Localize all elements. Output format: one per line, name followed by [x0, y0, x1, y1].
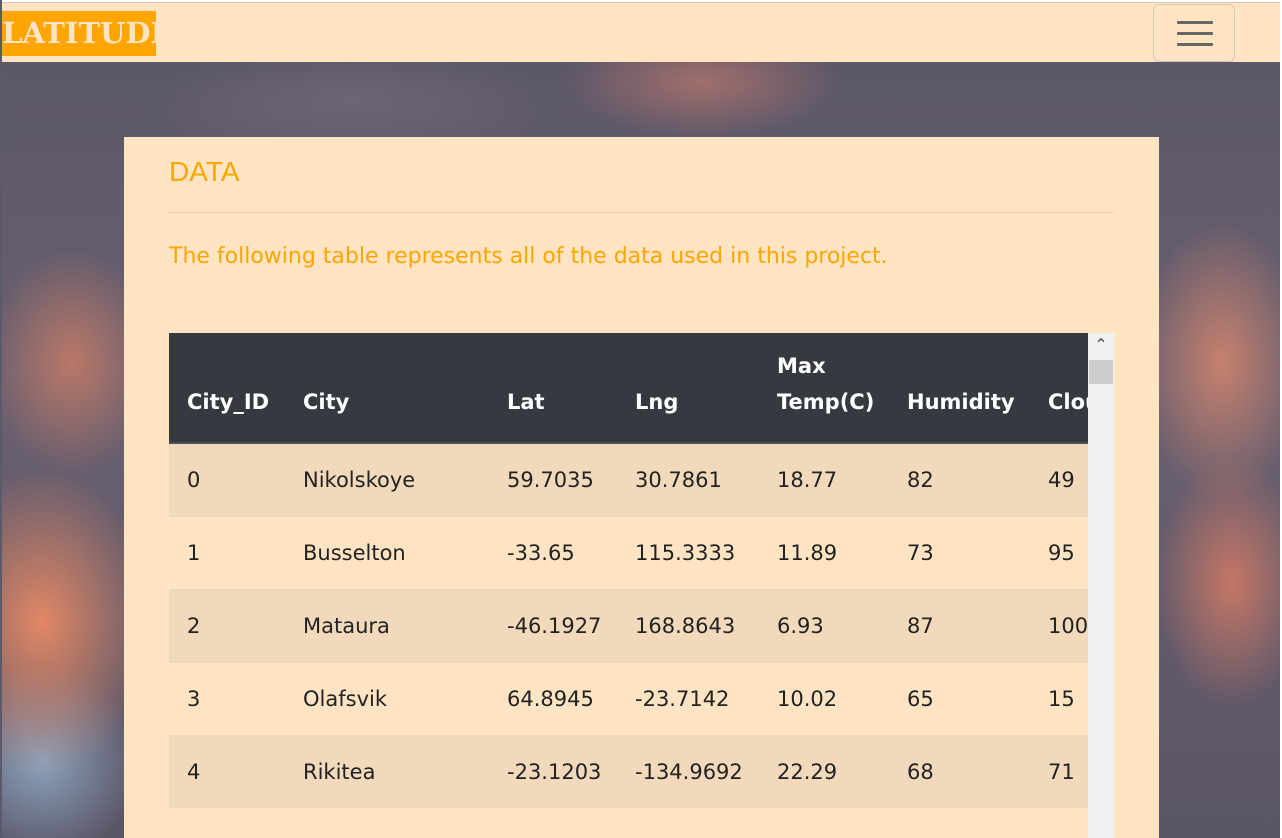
cell-lat: -46.1927: [489, 588, 617, 662]
hamburger-menu-icon: [1177, 21, 1213, 24]
cell-lng: 115.3333: [617, 515, 759, 589]
cell-humidity: 82: [889, 442, 1030, 516]
cell-city: Nikolskoye: [285, 442, 489, 516]
cell-max-temp: 18.77: [759, 442, 889, 516]
window-edge: [0, 0, 2, 838]
column-header-cloudiness[interactable]: Cloudiness: [1030, 333, 1088, 444]
chevron-up-icon[interactable]: ⌃: [1094, 335, 1108, 354]
column-header-lng[interactable]: Lng: [617, 333, 759, 444]
table-row: 3 Olafsvik 64.8945 -23.7142 10.02 65 15: [169, 661, 1088, 735]
table-row: 4 Rikitea -23.1203 -134.9692 22.29 68 71: [169, 734, 1088, 808]
cell-lat: -23.1203: [489, 734, 617, 808]
hamburger-menu-icon-bar: [1177, 32, 1213, 35]
cell-lng: 168.8643: [617, 588, 759, 662]
table-scroll-container[interactable]: City_ID City Lat Lng Max Temp(C) Humidit…: [169, 333, 1088, 838]
cell-city-id: 3: [169, 661, 285, 735]
cell-city-id: 0: [169, 442, 285, 516]
cell-lng: -23.7142: [617, 661, 759, 735]
cell-max-temp: 6.93: [759, 588, 889, 662]
cell-max-temp: 11.89: [759, 515, 889, 589]
cell-max-temp: 10.02: [759, 661, 889, 735]
cell-lng: -134.9692: [617, 734, 759, 808]
cell-lat: -33.65: [489, 515, 617, 589]
cell-cloudiness: 100: [1030, 588, 1088, 662]
cell-city-id: 1: [169, 515, 285, 589]
divider: [169, 212, 1114, 213]
cell-lat: 64.8945: [489, 661, 617, 735]
cell-lng: 30.7861: [617, 442, 759, 516]
cell-cloudiness: 95: [1030, 515, 1088, 589]
data-table: City_ID City Lat Lng Max Temp(C) Humidit…: [169, 333, 1088, 808]
cell-city-id: 2: [169, 588, 285, 662]
cell-humidity: 87: [889, 588, 1030, 662]
cell-city: Busselton: [285, 515, 489, 589]
column-header-max-temp[interactable]: Max Temp(C): [759, 333, 889, 444]
data-card: DATA The following table represents all …: [124, 137, 1159, 838]
vertical-scrollbar[interactable]: ⌃: [1088, 333, 1114, 838]
navbar-toggle-button[interactable]: [1153, 4, 1235, 62]
brand-logo[interactable]: LATITUDE: [2, 11, 156, 56]
cell-humidity: 73: [889, 515, 1030, 589]
table-row: 0 Nikolskoye 59.7035 30.7861 18.77 82 49: [169, 442, 1088, 516]
cell-humidity: 68: [889, 734, 1030, 808]
column-header-city[interactable]: City: [285, 333, 489, 444]
card-title: DATA: [169, 156, 240, 187]
column-header-lat[interactable]: Lat: [489, 333, 617, 444]
cell-cloudiness: 49: [1030, 442, 1088, 516]
column-header-city-id[interactable]: City_ID: [169, 333, 285, 444]
cell-humidity: 65: [889, 661, 1030, 735]
cell-max-temp: 22.29: [759, 734, 889, 808]
cell-city: Mataura: [285, 588, 489, 662]
cell-city: Olafsvik: [285, 661, 489, 735]
scrollbar-thumb[interactable]: [1089, 360, 1113, 384]
table-row: 2 Mataura -46.1927 168.8643 6.93 87 100: [169, 588, 1088, 662]
column-header-humidity[interactable]: Humidity: [889, 333, 1030, 444]
table-row: 1 Busselton -33.65 115.3333 11.89 73 95: [169, 515, 1088, 589]
cell-cloudiness: 71: [1030, 734, 1088, 808]
card-description: The following table represents all of th…: [169, 244, 888, 269]
hamburger-menu-icon-bar: [1177, 43, 1213, 46]
cell-city-id: 4: [169, 734, 285, 808]
cell-lat: 59.7035: [489, 442, 617, 516]
table-header-row: City_ID City Lat Lng Max Temp(C) Humidit…: [169, 333, 1088, 444]
cell-cloudiness: 15: [1030, 661, 1088, 735]
cell-city: Rikitea: [285, 734, 489, 808]
navbar: LATITUDE: [2, 2, 1280, 62]
